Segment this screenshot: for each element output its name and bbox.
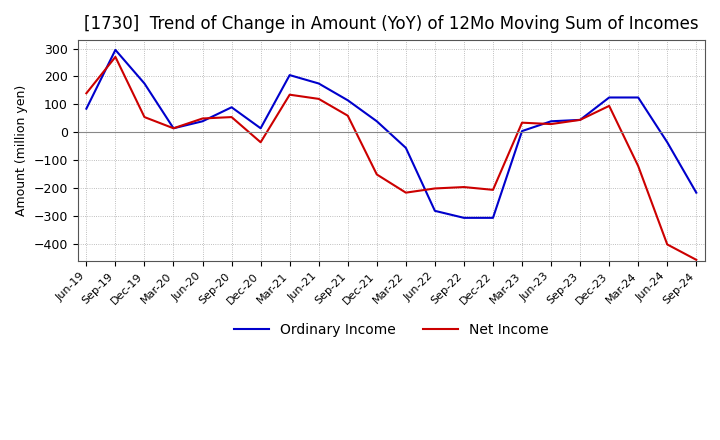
Legend: Ordinary Income, Net Income: Ordinary Income, Net Income xyxy=(228,318,554,343)
Net Income xyxy=(256,139,265,145)
Net Income xyxy=(111,54,120,59)
Ordinary Income xyxy=(228,105,236,110)
Ordinary Income xyxy=(256,126,265,131)
Y-axis label: Amount (million yen): Amount (million yen) xyxy=(15,85,28,216)
Net Income xyxy=(343,113,352,118)
Net Income xyxy=(82,91,91,96)
Ordinary Income xyxy=(605,95,613,100)
Net Income xyxy=(634,163,642,169)
Ordinary Income xyxy=(82,106,91,111)
Net Income xyxy=(402,190,410,195)
Ordinary Income xyxy=(372,119,381,124)
Net Income xyxy=(489,187,498,192)
Net Income xyxy=(285,92,294,97)
Net Income xyxy=(228,114,236,120)
Net Income xyxy=(169,126,178,131)
Title: [1730]  Trend of Change in Amount (YoY) of 12Mo Moving Sum of Incomes: [1730] Trend of Change in Amount (YoY) o… xyxy=(84,15,698,33)
Ordinary Income xyxy=(459,215,468,220)
Ordinary Income xyxy=(431,208,439,213)
Ordinary Income xyxy=(576,117,585,122)
Net Income xyxy=(140,114,149,120)
Net Income xyxy=(546,121,555,127)
Net Income xyxy=(431,186,439,191)
Ordinary Income xyxy=(198,119,207,124)
Ordinary Income xyxy=(518,128,526,134)
Net Income xyxy=(518,120,526,125)
Net Income xyxy=(198,116,207,121)
Ordinary Income xyxy=(634,95,642,100)
Ordinary Income xyxy=(140,81,149,86)
Net Income xyxy=(605,103,613,109)
Line: Net Income: Net Income xyxy=(86,57,696,260)
Ordinary Income xyxy=(489,215,498,220)
Net Income xyxy=(692,257,701,263)
Net Income xyxy=(459,184,468,190)
Line: Ordinary Income: Ordinary Income xyxy=(86,50,696,218)
Ordinary Income xyxy=(546,119,555,124)
Ordinary Income xyxy=(343,98,352,103)
Ordinary Income xyxy=(663,139,672,145)
Ordinary Income xyxy=(111,47,120,52)
Ordinary Income xyxy=(315,81,323,86)
Net Income xyxy=(576,117,585,122)
Ordinary Income xyxy=(169,126,178,131)
Net Income xyxy=(315,96,323,102)
Ordinary Income xyxy=(285,73,294,78)
Net Income xyxy=(372,172,381,177)
Net Income xyxy=(663,242,672,247)
Ordinary Income xyxy=(692,190,701,195)
Ordinary Income xyxy=(402,145,410,150)
